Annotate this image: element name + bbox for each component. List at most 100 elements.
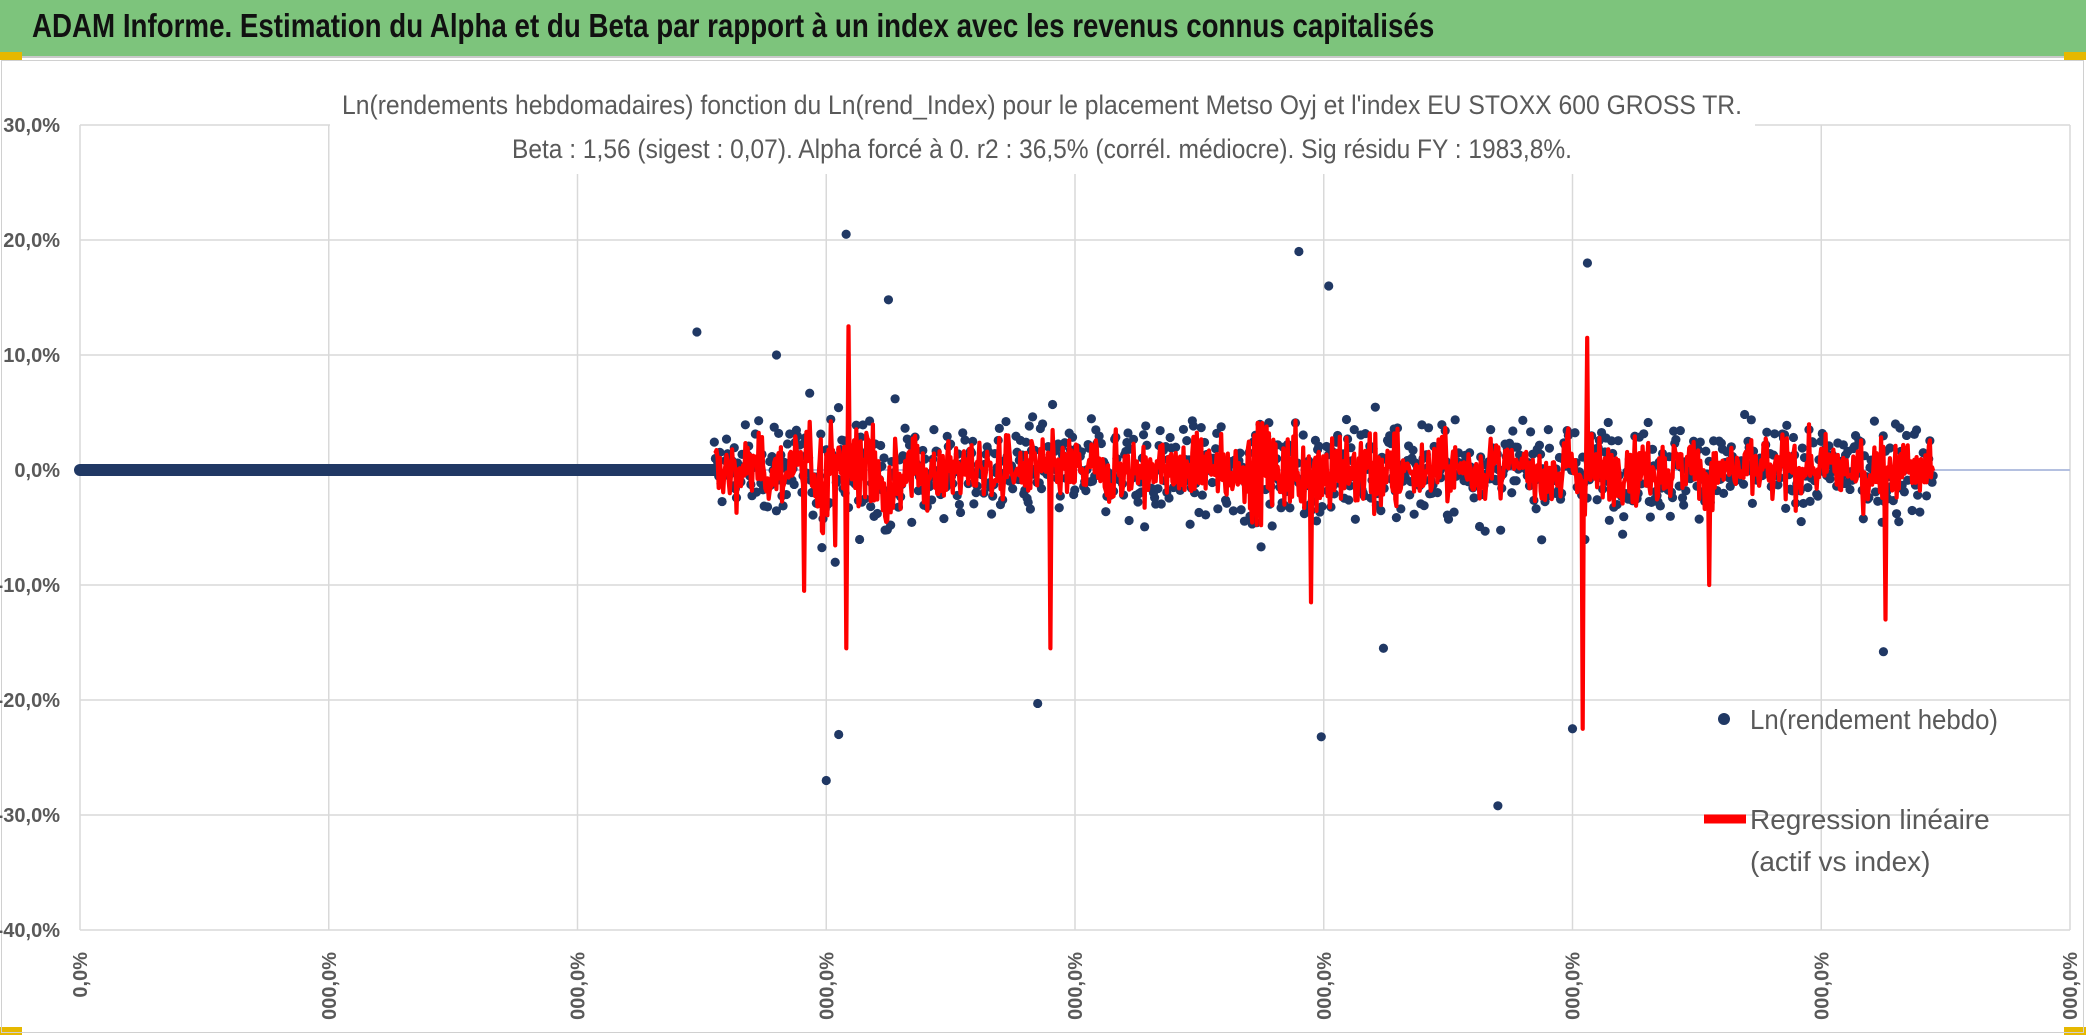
scatter-point <box>851 420 861 430</box>
scatter-point <box>1317 501 1327 512</box>
scatter-point <box>1196 423 1206 433</box>
scatter-point <box>1718 488 1729 498</box>
axes: 30,0% 20,0% 10,0% 0,0% -10,0% -20,0% -30,0% -40… <box>0 115 2082 1020</box>
scatter-point <box>1213 504 1223 514</box>
y-tick-label: 0,0% <box>14 460 60 482</box>
scatter-point <box>1606 436 1617 446</box>
scatter-point <box>1894 517 1904 527</box>
scatter-point <box>1915 507 1925 517</box>
legend-marker-scatter <box>1718 713 1730 725</box>
legend-label-regression: Regression linéaire (actif vs index) <box>1750 804 1997 877</box>
scatter-point <box>907 517 917 527</box>
scatter-point <box>994 423 1004 433</box>
scatter-point <box>1782 420 1792 430</box>
scatter-point <box>1671 435 1681 445</box>
scatter-point <box>954 499 965 510</box>
scatter-point <box>1294 246 1304 257</box>
scatter-point <box>771 506 782 516</box>
scatter-point <box>886 520 896 530</box>
scatter-point <box>1544 443 1555 453</box>
scatter-point <box>1643 417 1653 428</box>
scatter-point <box>1603 417 1613 428</box>
scatter-point <box>1128 434 1139 444</box>
scatter-point <box>1256 542 1266 552</box>
scatter-point <box>1408 445 1418 455</box>
scatter-point <box>1033 698 1043 709</box>
scatter-point <box>816 429 826 439</box>
scatter-point <box>1378 643 1389 653</box>
scatter-point <box>1891 509 1902 519</box>
x-tick-label: 000,0% <box>1065 952 1087 1020</box>
scatter-point <box>1155 425 1165 436</box>
scatter-point <box>1182 436 1192 446</box>
scatter-point <box>692 327 702 337</box>
scatter-point <box>1858 514 1868 524</box>
corner-marker-left <box>0 52 22 60</box>
scatter-point <box>1024 421 1034 431</box>
y-tick-label: -40,0% <box>0 920 60 942</box>
scatter-point <box>717 496 727 507</box>
scatter-point <box>1081 486 1091 496</box>
scatter-point <box>1769 429 1780 439</box>
scatter-point <box>1669 426 1679 436</box>
scatter-point <box>1141 421 1151 431</box>
y-tick-label: -30,0% <box>0 805 60 827</box>
scatter-point <box>808 510 818 520</box>
scatter-point <box>1873 496 1883 506</box>
scatter-point <box>1878 647 1889 657</box>
scatter-point <box>1396 504 1406 514</box>
scatter-point <box>1450 415 1460 425</box>
scatter-point <box>1423 423 1434 433</box>
scatter-point <box>1618 529 1628 539</box>
scatter-point <box>1762 427 1772 437</box>
scatter-point <box>969 499 979 509</box>
regression-line <box>713 324 1936 731</box>
scatter-point <box>1639 429 1649 439</box>
scatter-point <box>789 479 799 490</box>
scatter-point <box>1781 503 1791 513</box>
scatter-point <box>1747 498 1758 509</box>
scatter-point <box>1885 443 1895 453</box>
scatter-point <box>1449 507 1459 517</box>
scatter-point <box>1228 506 1238 516</box>
scatter-point <box>1185 519 1195 529</box>
scatter-point <box>1216 422 1226 432</box>
scatter-point <box>778 501 788 511</box>
scatter-point <box>960 435 970 445</box>
scatter-series <box>74 229 1938 811</box>
scatter-point <box>1432 488 1443 498</box>
scatter-point <box>1913 490 1923 500</box>
scatter-point <box>1197 490 1207 500</box>
scatter-point <box>1096 438 1106 449</box>
scatter-point <box>1285 503 1295 513</box>
scatter-point <box>1055 491 1065 501</box>
scatter-point <box>1665 511 1675 521</box>
scatter-point <box>1212 428 1222 438</box>
scatter-point <box>1655 501 1665 511</box>
scatter-point <box>1188 421 1199 431</box>
scatter-point <box>1133 497 1143 507</box>
banner-title: ADAM Informe. Estimation du Alpha et du … <box>32 7 1435 44</box>
scatter-point <box>1171 442 1181 452</box>
scatter-point <box>1349 425 1359 435</box>
scatter-point <box>1201 510 1211 520</box>
scatter-point <box>1518 415 1528 425</box>
scatter-point <box>1165 432 1175 443</box>
scatter-point <box>1825 474 1835 484</box>
scatter-point <box>855 534 865 545</box>
scatter-point <box>1493 801 1503 811</box>
scatter-point <box>1344 495 1354 505</box>
scatter-point <box>958 428 968 438</box>
scatter-point <box>890 394 900 404</box>
scatter-point <box>1525 427 1536 437</box>
scatter-point <box>1511 476 1521 486</box>
scatter-point <box>876 440 886 451</box>
scatter-point <box>1788 432 1799 443</box>
x-tick-label: 000,0% <box>319 952 341 1020</box>
scatter-point <box>1025 504 1035 514</box>
scatter-point <box>1531 504 1541 514</box>
scatter-point <box>1070 485 1080 495</box>
scatter-point <box>834 729 844 740</box>
scatter-point <box>1679 500 1689 510</box>
scatter-point <box>754 416 764 426</box>
